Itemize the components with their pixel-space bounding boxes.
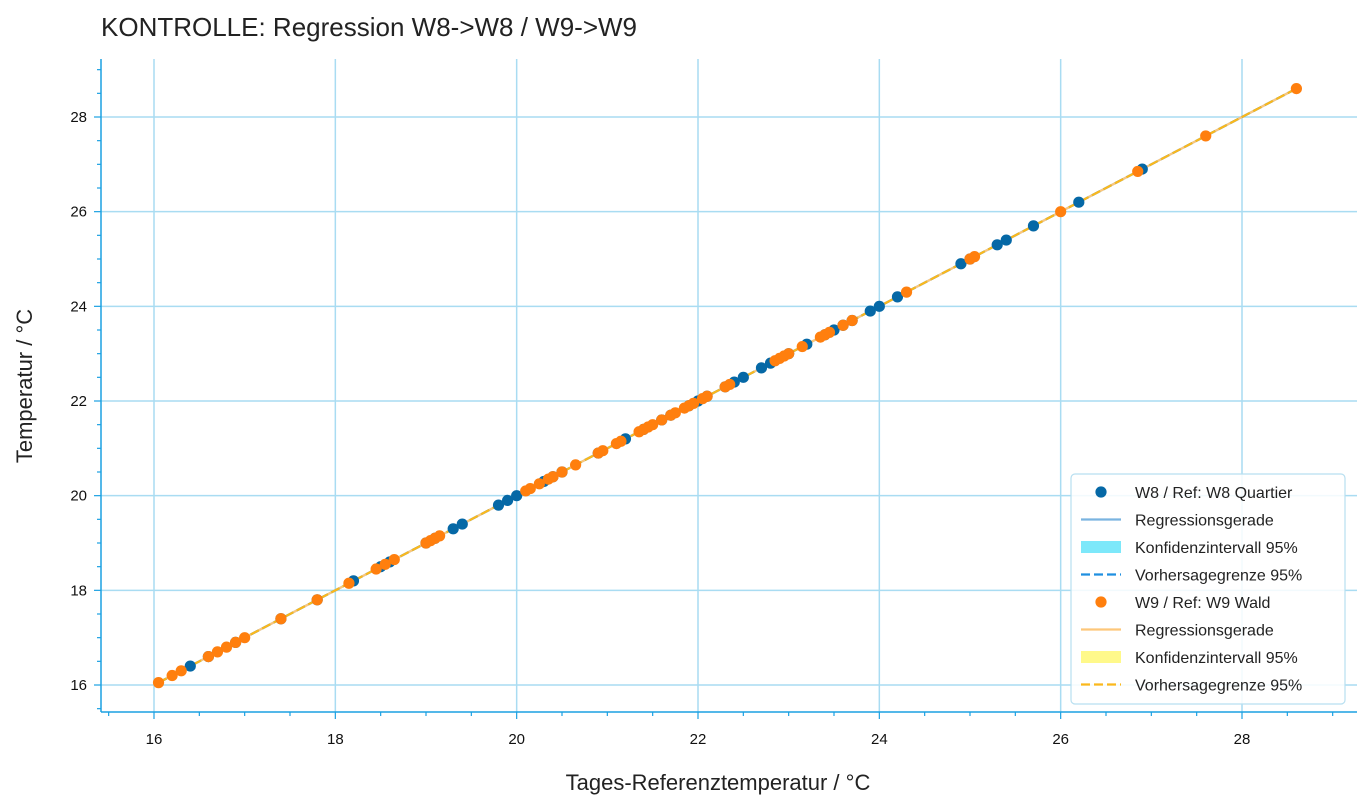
w9-point [202,651,214,663]
w9-point [175,665,187,677]
w8-point [755,362,768,374]
w9-point [1290,83,1302,95]
x-tick-label: 18 [327,731,344,748]
chart-title: KONTROLLE: Regression W8->W8 / W9->W9 [101,12,637,42]
y-tick-label: 18 [70,582,87,599]
w9-point [220,641,233,653]
w9-point [524,482,536,495]
y-tick-label: 20 [70,488,87,505]
w8-point [511,490,523,502]
legend-label: Konfidenzintervall 95% [1135,540,1298,557]
legend-patch [1081,541,1121,553]
w9-point [597,445,609,457]
tick-labels: 16 18 20 22 24 26 28 16 18 20 22 24 26 28 [70,109,1250,748]
w9-point [370,563,382,575]
w9-point [669,407,681,419]
w9-point [724,378,736,391]
y-tick-label: 22 [70,393,87,410]
w9-point [434,530,446,542]
y-tick-label: 28 [70,109,87,126]
w8-point [873,300,885,312]
w9-point [656,414,668,426]
w9-point [239,632,251,644]
w8-point [447,523,459,535]
x-axis-label: Tages-Referenztemperatur / °C [566,770,871,795]
w9-point [570,459,582,471]
w9-point [615,435,627,447]
axes [94,59,1357,719]
legend-label: Vorhersagegrenze 95% [1135,678,1302,695]
legend-patch [1081,651,1121,663]
w9-point [152,677,165,689]
w9-point [846,314,858,327]
w8-point [737,371,749,383]
legend-marker [1095,596,1107,608]
w9-point [343,577,355,589]
x-tick-label: 16 [146,731,163,748]
w9-point [796,340,808,353]
w8-point [891,291,904,303]
w9-point [968,251,981,263]
data-points [152,83,1302,689]
legend-label: Regressionsgerade [1135,513,1274,530]
legend: W8 / Ref: W8 Quartier Regressionsgerade Ko… [1070,473,1346,705]
w9-point [556,466,568,478]
w9-point [687,397,700,409]
x-tick-label: 28 [1234,731,1251,748]
legend-label: Regressionsgerade [1135,623,1274,640]
w8-point [864,305,876,317]
legend-label: W8 / Ref: W8 Quartier [1135,485,1293,502]
w8-point [955,258,967,270]
x-tick-label: 20 [508,731,525,748]
w9-point [230,636,242,649]
w9-point [1132,165,1144,178]
w9-point [379,558,391,570]
w8-point [456,518,468,530]
w8-point [1000,234,1012,246]
x-tick-label: 24 [871,731,888,748]
w9-point [311,594,323,606]
y-tick-label: 16 [70,677,87,694]
w9-point [533,478,545,490]
w9-point [1200,130,1212,142]
w8-point [184,660,196,672]
w9-point [647,419,659,431]
x-tick-label: 22 [690,731,707,748]
w9-point [837,319,849,331]
w9-point [1055,206,1067,218]
w8-point [502,494,514,506]
w9-point [211,646,224,658]
w8-point [991,239,1003,251]
y-axis-label: Temperatur / °C [12,309,37,463]
w8-point [1073,196,1085,208]
w9-point [275,613,287,625]
w9-point [547,471,559,483]
y-tick-label: 26 [70,204,87,221]
legend-label: Konfidenzintervall 95% [1135,650,1298,667]
legend-marker [1095,486,1107,498]
y-tick-label: 24 [70,298,87,315]
w8-point [1027,220,1040,232]
w9-point [701,390,713,402]
w9-point [900,286,913,298]
legend-label: Vorhersagegrenze 95% [1135,568,1302,585]
w9-point [783,348,795,360]
x-tick-label: 26 [1052,731,1069,748]
w9-point [166,669,178,682]
legend-label: W9 / Ref: W9 Wald [1135,595,1270,612]
w9-point [388,553,400,566]
legend-frame [1070,473,1346,705]
w9-point [823,326,836,338]
w8-point [492,499,505,511]
